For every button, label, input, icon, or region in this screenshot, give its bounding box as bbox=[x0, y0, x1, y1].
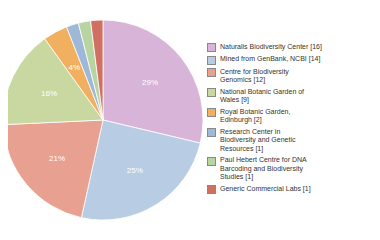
html-text:Centre for Biodiversity Genomi: Centre for Biodiversity Genomics [12] bbox=[220, 67, 289, 84]
svg-text:16%: 16% bbox=[41, 89, 57, 98]
html-text:Research Center in Biodiversit: Research Center in Biodiversity and Gene… bbox=[220, 127, 296, 152]
html-text:National Botanic Garden of Wal: National Botanic Garden of Wales [9] bbox=[220, 87, 305, 104]
html-text:Generic Commercial Labs [1]: Generic Commercial Labs [1] bbox=[220, 184, 311, 192]
svg-text:4%: 4% bbox=[69, 63, 81, 72]
html-text:Royal Botanic Garden, Edinburg: Royal Botanic Garden, Edinburgh [2] bbox=[220, 107, 291, 124]
html-text:Naturalis Biodiversity Center: Naturalis Biodiversity Center [16] bbox=[220, 42, 322, 50]
html-text:Mined from GenBank, NCBI [14]: Mined from GenBank, NCBI [14] bbox=[220, 55, 321, 63]
svg-text:25%: 25% bbox=[127, 166, 143, 175]
svg-text:29%: 29% bbox=[142, 78, 158, 87]
svg-text:21%: 21% bbox=[49, 154, 65, 163]
html-text:Paul Hebert Centre for DNA Bar: Paul Hebert Centre for DNA Barcoding and… bbox=[220, 156, 307, 181]
